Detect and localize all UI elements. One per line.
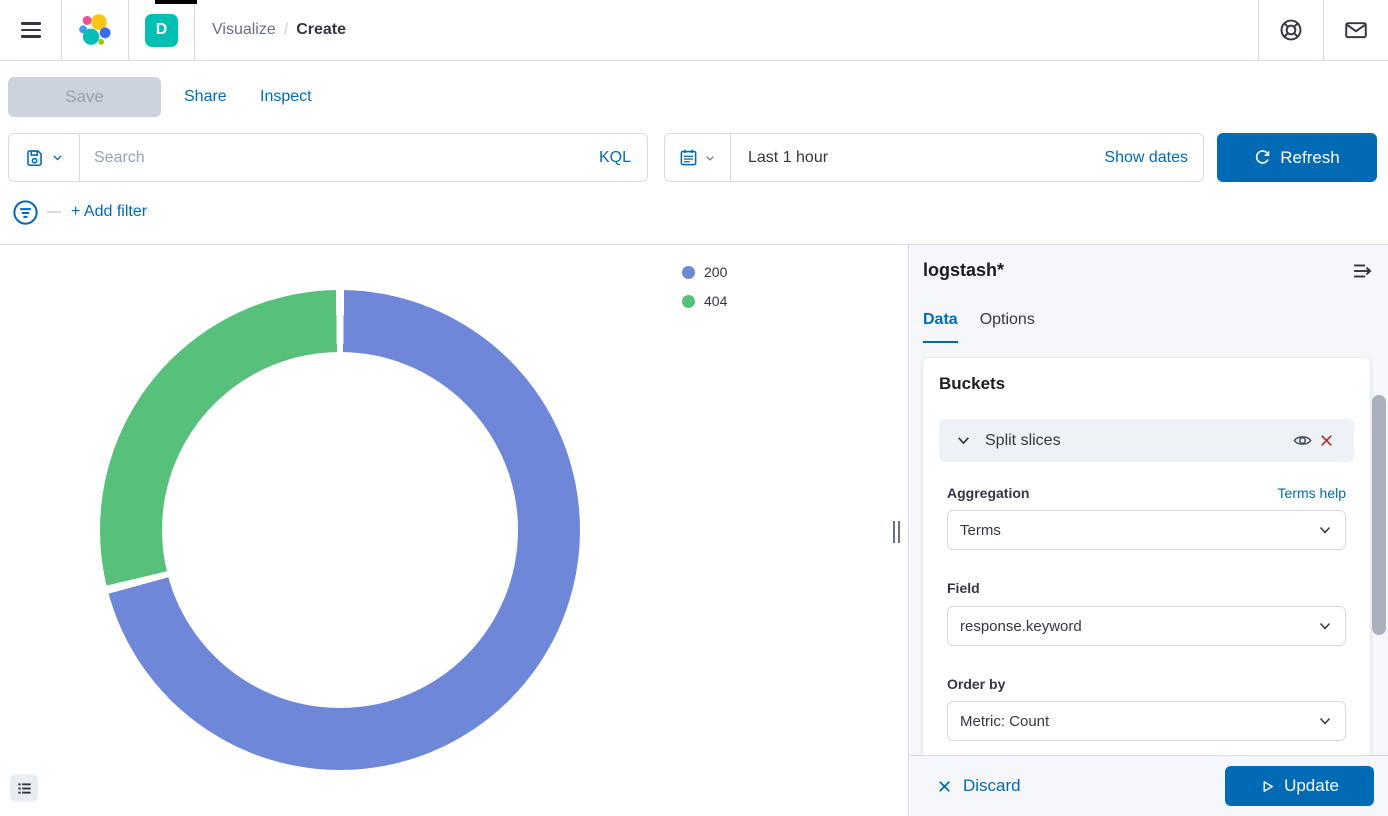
chevron-down-icon bbox=[1319, 526, 1331, 534]
editor-tabs: Data Options bbox=[923, 311, 1035, 343]
filter-bar: + Add filter bbox=[12, 197, 147, 227]
help-icon bbox=[1280, 19, 1302, 41]
breadcrumb-separator: / bbox=[283, 21, 289, 38]
legend-dot bbox=[682, 294, 695, 308]
header-divider bbox=[61, 0, 62, 60]
field-label: Field bbox=[947, 580, 980, 596]
legend-label: 404 bbox=[704, 293, 728, 309]
show-dates-button[interactable]: Show dates bbox=[1104, 148, 1188, 166]
split-slices-label: Split slices bbox=[985, 431, 1061, 449]
panel-scrollbar-thumb[interactable] bbox=[1372, 395, 1386, 635]
newsfeed-button[interactable] bbox=[1324, 0, 1388, 60]
discard-button[interactable]: Discard bbox=[936, 776, 1021, 796]
header-divider bbox=[1258, 0, 1259, 60]
order-by-select[interactable]: Metric: Count bbox=[947, 701, 1346, 741]
filter-menu-icon[interactable] bbox=[12, 199, 39, 226]
update-button[interactable]: Update bbox=[1225, 766, 1374, 806]
date-picker: Last 1 hour Show dates bbox=[664, 133, 1204, 182]
field-select[interactable]: response.keyword bbox=[947, 606, 1346, 646]
collapse-editor-icon[interactable] bbox=[1352, 260, 1374, 282]
app-header: D Visualize / Create bbox=[0, 0, 1388, 61]
refresh-button[interactable]: Refresh bbox=[1217, 133, 1377, 182]
panel-resize-handle[interactable] bbox=[893, 521, 900, 543]
breadcrumb-visualize[interactable]: Visualize bbox=[212, 21, 276, 38]
quick-select-menu-button[interactable] bbox=[665, 134, 731, 181]
legend-toggle-button[interactable] bbox=[10, 774, 38, 802]
refresh-label: Refresh bbox=[1280, 147, 1340, 167]
elastic-logo-icon bbox=[79, 14, 111, 45]
donut-chart[interactable] bbox=[100, 290, 580, 770]
terms-help-link[interactable]: Terms help bbox=[1277, 485, 1346, 501]
time-range-value[interactable]: Last 1 hour bbox=[748, 148, 829, 166]
toggle-visibility-button[interactable] bbox=[1290, 429, 1314, 453]
close-icon bbox=[1320, 435, 1332, 446]
chevron-down-icon bbox=[52, 155, 62, 161]
update-label: Update bbox=[1284, 776, 1339, 795]
chart-legend: 200 404 bbox=[682, 264, 727, 309]
aggregation-value: Terms bbox=[960, 521, 1001, 539]
breadcrumb-create: Create bbox=[296, 21, 347, 38]
chart-area: 200 404 bbox=[0, 245, 909, 816]
remove-bucket-button[interactable] bbox=[1314, 429, 1338, 453]
tab-data[interactable]: Data bbox=[923, 311, 958, 343]
header-divider bbox=[128, 0, 129, 60]
search-input[interactable] bbox=[80, 134, 599, 181]
index-pattern-title: logstash* bbox=[923, 260, 1005, 280]
header-divider bbox=[194, 0, 195, 60]
share-button[interactable]: Share bbox=[184, 88, 227, 105]
aggregation-label: Aggregation bbox=[947, 485, 1030, 501]
query-language-button[interactable]: KQL bbox=[598, 148, 631, 166]
help-button[interactable] bbox=[1259, 0, 1323, 60]
tab-options[interactable]: Options bbox=[979, 311, 1035, 328]
hamburger-icon bbox=[20, 18, 41, 42]
refresh-icon bbox=[1256, 150, 1270, 164]
mail-icon bbox=[1345, 22, 1367, 39]
add-filter-button[interactable]: + Add filter bbox=[71, 203, 148, 220]
buckets-card: Buckets Split slices bbox=[923, 358, 1370, 760]
legend-dot bbox=[682, 265, 695, 279]
aggregation-select[interactable]: Terms bbox=[947, 510, 1346, 550]
legend-item-200[interactable]: 200 bbox=[682, 264, 727, 280]
discard-label: Discard bbox=[963, 776, 1021, 795]
editor-footer: Discard Update bbox=[910, 755, 1388, 816]
saved-query-menu-button[interactable] bbox=[9, 134, 80, 181]
list-icon bbox=[17, 782, 31, 794]
buckets-heading: Buckets bbox=[939, 374, 1006, 393]
chevron-down-icon bbox=[958, 437, 969, 445]
filter-divider bbox=[47, 211, 61, 213]
eye-icon bbox=[1292, 436, 1312, 445]
chevron-down-icon bbox=[706, 155, 714, 161]
save-button[interactable]: Save bbox=[8, 77, 161, 117]
chevron-down-icon bbox=[1319, 622, 1331, 630]
order-by-value: Metric: Count bbox=[960, 712, 1050, 730]
chevron-down-icon bbox=[1319, 717, 1331, 725]
screenshot-artifact bbox=[155, 0, 197, 4]
menu-button[interactable] bbox=[0, 0, 61, 60]
space-selector[interactable]: D bbox=[129, 0, 194, 60]
split-slices-accordion[interactable]: Split slices bbox=[939, 419, 1354, 462]
elastic-logo[interactable] bbox=[62, 0, 128, 60]
space-avatar: D bbox=[145, 13, 178, 47]
header-divider bbox=[1323, 0, 1324, 60]
legend-item-404[interactable]: 404 bbox=[682, 293, 727, 309]
calendar-icon bbox=[680, 149, 697, 166]
play-icon bbox=[1263, 780, 1273, 792]
field-value: response.keyword bbox=[960, 617, 1082, 635]
query-bar: KQL bbox=[8, 133, 648, 182]
content-area: 200 404 logstash* Data Option bbox=[0, 244, 1388, 816]
breadcrumb: Visualize / Create bbox=[212, 21, 1258, 39]
inspect-button[interactable]: Inspect bbox=[260, 88, 312, 105]
cross-icon bbox=[939, 780, 950, 792]
order-by-label: Order by bbox=[947, 676, 1006, 692]
save-query-icon bbox=[26, 150, 42, 166]
legend-label: 200 bbox=[704, 264, 728, 280]
visualization-editor-panel: logstash* Data Options Buckets Split sli… bbox=[910, 245, 1388, 816]
